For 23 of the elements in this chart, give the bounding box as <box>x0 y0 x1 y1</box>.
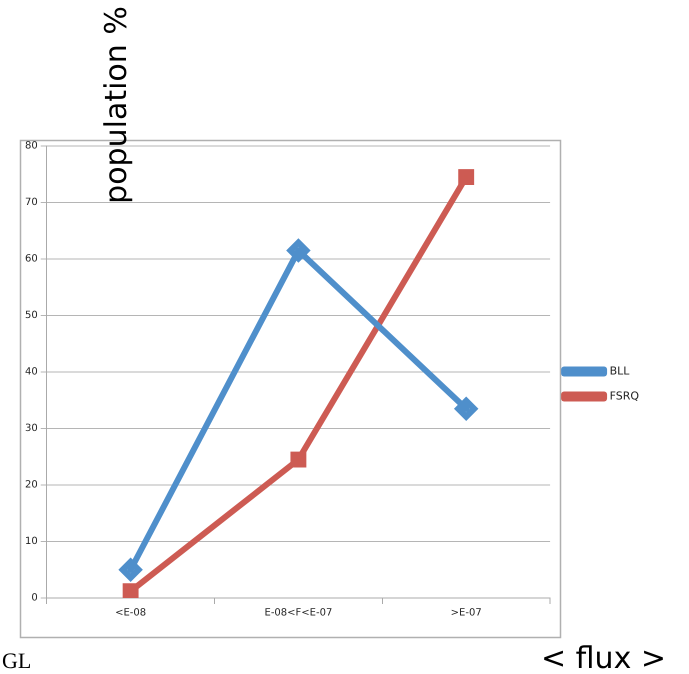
point <box>455 398 478 420</box>
point <box>122 583 139 598</box>
point <box>120 558 142 581</box>
x-tick-label: E-08<F<E-07 <box>264 608 332 619</box>
y-tick-label: 70 <box>24 197 38 208</box>
y-tick-label: 10 <box>24 536 38 548</box>
point <box>290 452 306 468</box>
y-tick-label: 30 <box>24 423 38 434</box>
y-tick-label: 50 <box>24 310 38 322</box>
point <box>458 169 474 186</box>
y-axis-title: population % <box>98 6 134 204</box>
y-tick-label: 60 <box>24 254 38 265</box>
text: GL <box>2 648 32 673</box>
y-tick-label: 80 <box>24 140 38 152</box>
point <box>287 240 310 262</box>
y-tick-label: 40 <box>24 366 38 378</box>
x-tick-label: >E-07 <box>450 608 482 619</box>
legend-label: FSRQ <box>610 389 640 402</box>
x-tick-label: <E-08 <box>115 608 146 619</box>
y-tick-label: 0 <box>31 592 38 604</box>
legend-label: BLL <box>610 364 630 378</box>
x-axis-title: < flux > <box>540 641 666 674</box>
y-tick-label: 20 <box>24 480 38 491</box>
